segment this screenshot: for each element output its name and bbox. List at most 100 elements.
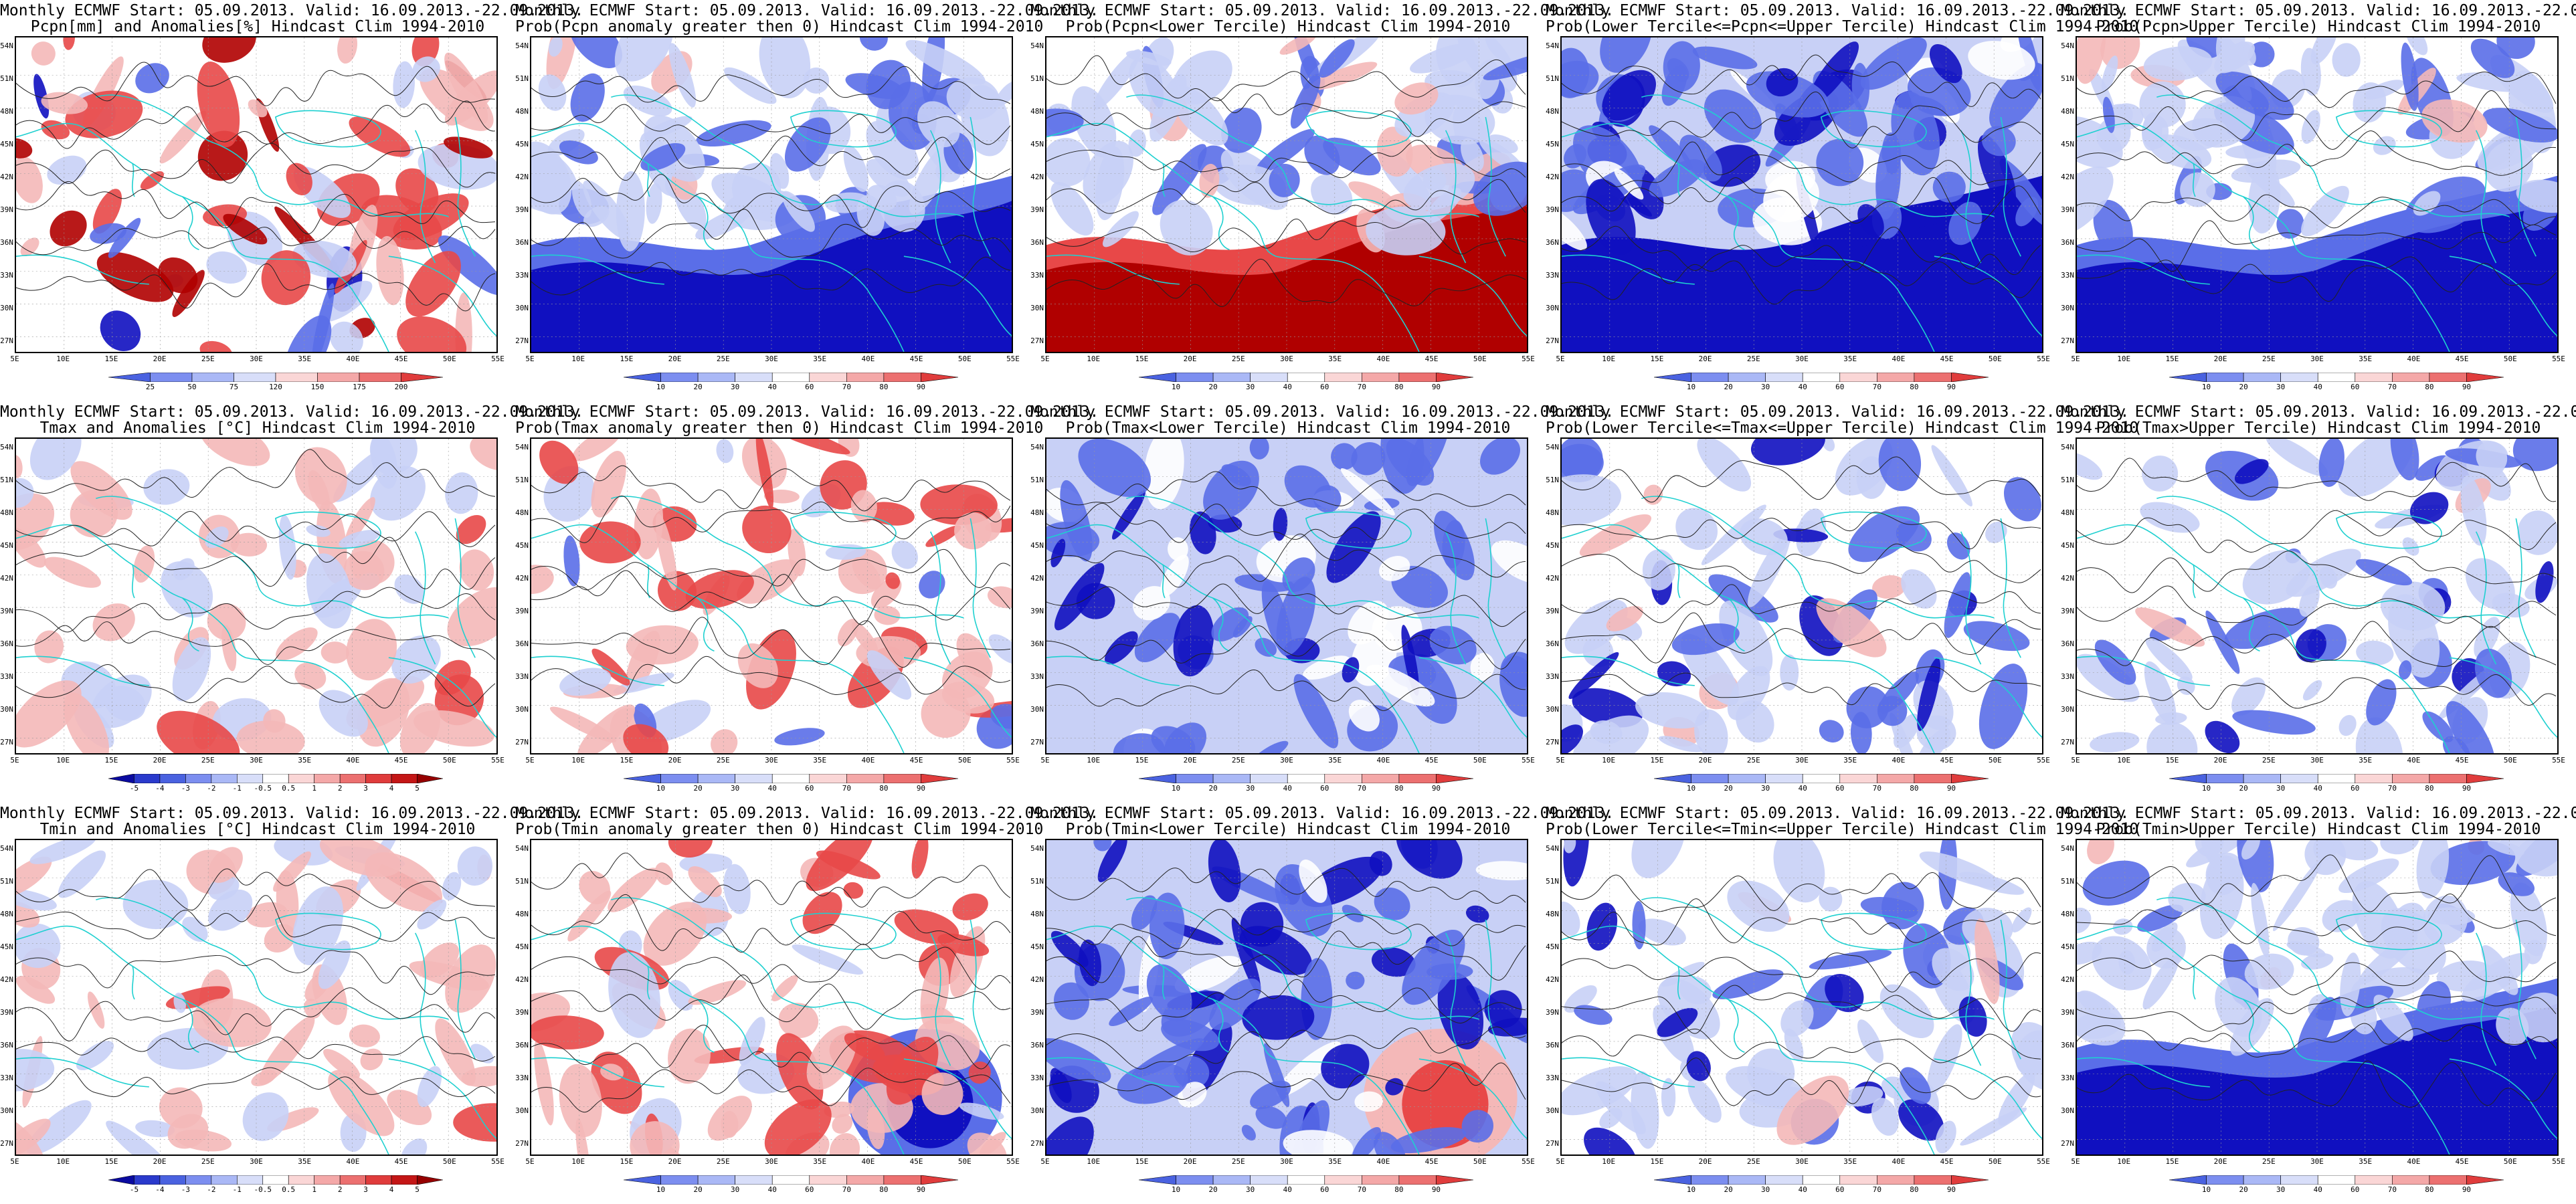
coastline	[274, 110, 381, 148]
longitude-label: 45E	[1940, 756, 1954, 765]
field-patch	[339, 530, 380, 548]
isoline	[1562, 225, 2041, 275]
colorbar-segment	[159, 1175, 186, 1185]
field-patch	[1178, 1082, 1207, 1108]
colorbar-graphic	[108, 372, 444, 383]
field-patch	[1255, 637, 1277, 657]
field-patch	[1394, 82, 1439, 115]
coastline	[1126, 94, 1300, 197]
field-patch	[206, 251, 248, 284]
coastline	[96, 897, 270, 1000]
field-patch	[2143, 46, 2213, 81]
field-patch	[122, 880, 189, 930]
latitude-label: 27N	[515, 738, 529, 746]
isoline	[16, 536, 496, 590]
colorbar-ticks: 10 20 30 40 60 70 80 90	[624, 1185, 958, 1195]
coastline	[611, 94, 785, 197]
field-patch	[843, 145, 869, 192]
field-patch	[2356, 640, 2394, 666]
field-patch	[182, 916, 208, 942]
map-frame	[1560, 36, 2043, 353]
latitude-label: 33N	[1546, 271, 1559, 280]
colorbar-segment	[2243, 773, 2281, 784]
map-frame	[2076, 36, 2559, 353]
colorbar-tick-label: 70	[1357, 784, 1366, 793]
isoline	[531, 617, 1011, 668]
field-patch	[1351, 442, 1386, 476]
colorbar	[2169, 372, 2504, 383]
colorbar-tick-label: 10	[1686, 784, 1696, 793]
field-patch	[711, 729, 738, 753]
isoline	[2077, 550, 2557, 593]
field-patch	[644, 116, 693, 138]
field-patch	[16, 975, 56, 1004]
field-patch	[199, 340, 233, 352]
field-patch	[1631, 1071, 1659, 1149]
coastline	[2193, 565, 2196, 599]
field-patch	[318, 690, 368, 737]
coastline	[970, 919, 991, 1060]
field-patch	[2276, 209, 2304, 239]
longitude-label: 10E	[56, 355, 70, 363]
latitude-label: 33N	[1030, 672, 1044, 681]
field-patch	[946, 77, 1000, 120]
field-patch	[2090, 732, 2140, 752]
latitude-label: 54N	[515, 41, 529, 50]
colorbar-tick-label: 30	[731, 1185, 740, 1194]
field-patch	[806, 1025, 857, 1090]
colorbar-tick-label: 40	[1283, 383, 1292, 391]
colorbar-segment	[1802, 372, 1841, 383]
coastline	[132, 966, 135, 1000]
colorbar-end	[1436, 372, 1474, 383]
field-patch	[866, 502, 915, 526]
field-patch	[2310, 37, 2337, 65]
field-patch	[1050, 181, 1094, 236]
coastline	[16, 1057, 149, 1088]
latitude-label: 27N	[0, 738, 13, 746]
field-patch	[2145, 637, 2193, 681]
colorbar-segment	[1287, 1175, 1325, 1185]
field-patch	[1963, 621, 2030, 651]
coastline	[268, 999, 449, 1020]
longitude-label: 50E	[1473, 756, 1487, 765]
isoline	[1562, 985, 2041, 1034]
latitude-label: 42N	[1030, 975, 1044, 984]
field-patch	[230, 532, 268, 557]
colorbar-end	[417, 773, 444, 784]
colorbar-tick-label: 30	[1761, 1185, 1770, 1194]
field-patch	[308, 470, 331, 513]
field-patch	[1371, 947, 1416, 977]
field-patch	[1841, 1086, 1883, 1107]
field-patch	[2093, 199, 2133, 255]
isoline	[16, 62, 496, 106]
longitude-label: 40E	[1892, 355, 1906, 363]
field-patch	[1727, 666, 1770, 720]
latitude-label: 33N	[0, 672, 13, 681]
field-patch	[1891, 91, 1940, 176]
map-frame	[1045, 36, 1528, 353]
colorbar-ticks: 10 20 30 40 60 70 80 90	[2169, 784, 2504, 793]
longitude-label: 35E	[298, 756, 312, 765]
colorbar-tick-label: 80	[2425, 383, 2434, 391]
forecast-panel: Monthly ECMWF Start: 05.09.2013. Valid: …	[0, 803, 583, 1204]
colorbar-tick-label: 40	[1283, 784, 1292, 793]
longitude-label: 5E	[525, 1157, 535, 1166]
longitude-label: 5E	[1040, 1157, 1050, 1166]
latitude-label: 42N	[1030, 574, 1044, 583]
colorbar-segment	[846, 773, 885, 784]
colorbar-end	[921, 372, 959, 383]
field-patch	[1366, 206, 1446, 256]
isoline	[16, 100, 496, 149]
panel-title-line-2: Prob(Pcpn<Lower Tercile) Hindcast Clim 1…	[1065, 18, 1511, 35]
isoline	[1046, 979, 1526, 1031]
colorbar-segment	[1765, 372, 1803, 383]
map-frame	[15, 839, 498, 1156]
field-patch	[191, 998, 272, 1047]
coastline	[790, 110, 897, 148]
field-patch	[455, 292, 472, 352]
coastline	[2335, 511, 2442, 549]
field-patch	[2077, 166, 2114, 237]
forecast-panel: Monthly ECMWF Start: 05.09.2013. Valid: …	[2061, 401, 2576, 803]
field-patch	[199, 439, 270, 466]
field-patch	[318, 280, 373, 322]
